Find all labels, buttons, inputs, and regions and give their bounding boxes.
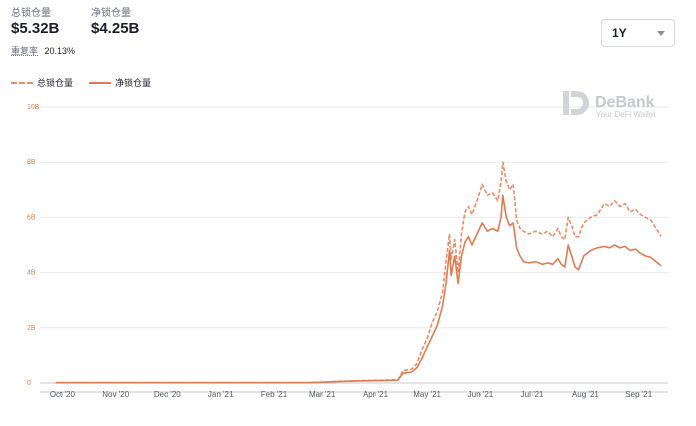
y-axis-ticks: 0 2B 4B 6B 8B 10B [27,104,40,387]
legend-swatch-total [11,81,33,84]
y-tick-label: 2B [27,325,36,332]
x-axis-ticks: Oct '20 Nov '20 Dec '20 Jan '21 Feb '21 Mar '… [40,390,668,399]
total-locked-value: $5.32B [11,20,60,37]
chart-legend: 总锁仓量 净锁仓量 [11,76,167,89]
debank-watermark: DeBank Your DeFi Wallet [563,91,656,119]
x-tick-label: Sep '21 [625,390,652,399]
series-line-total [55,161,662,384]
debank-logo-icon [563,91,589,115]
y-tick-label: 6B [27,214,36,221]
net-locked-value: $4.25B [91,20,140,37]
y-tick-label: 0 [27,380,31,387]
legend-item-net[interactable]: 净锁仓量 [89,76,151,89]
x-tick-label: Jul '21 [521,390,544,399]
x-tick-label: Jun '21 [468,390,494,399]
chart-grid [40,106,668,384]
duplicate-ratio-label[interactable]: 重复率 [11,46,39,56]
duplicate-ratio: 重复率 20.13% [11,44,75,57]
legend-label-total: 总锁仓量 [37,78,74,88]
time-range-value: 1Y [612,26,627,40]
legend-swatch-net [89,81,112,84]
x-tick-label: Nov '20 [102,390,129,399]
legend-label-net: 净锁仓量 [115,78,152,88]
net-locked-stat: 净锁仓量 $4.25B [91,8,139,38]
legend-item-total[interactable]: 总锁仓量 [11,76,73,89]
time-range-select[interactable]: 1Y [601,19,675,47]
total-locked-stat: 总锁仓量 $5.32B [11,8,59,38]
watermark-subtitle: Your DeFi Wallet [596,110,656,119]
x-tick-label: Dec '20 [154,390,181,399]
x-tick-label: Oct '20 [50,390,76,399]
watermark-title: DeBank [595,94,655,111]
x-tick-label: Feb '21 [261,390,288,399]
chevron-down-icon [657,31,665,36]
x-tick-label: Apr '21 [363,390,389,399]
duplicate-ratio-value: 20.13% [44,46,76,56]
x-tick-label: Aug '21 [572,390,599,399]
x-tick-label: Jan '21 [208,390,234,399]
chart-series [55,161,662,384]
x-tick-label: Mar '21 [309,390,336,399]
y-tick-label: 8B [27,159,36,166]
x-tick-label: May '21 [413,390,441,399]
total-locked-label: 总锁仓量 [11,8,51,19]
net-locked-label: 净锁仓量 [91,8,131,19]
series-line-net [55,194,662,384]
y-tick-label: 4B [27,270,36,277]
y-tick-label: 10B [27,104,40,111]
